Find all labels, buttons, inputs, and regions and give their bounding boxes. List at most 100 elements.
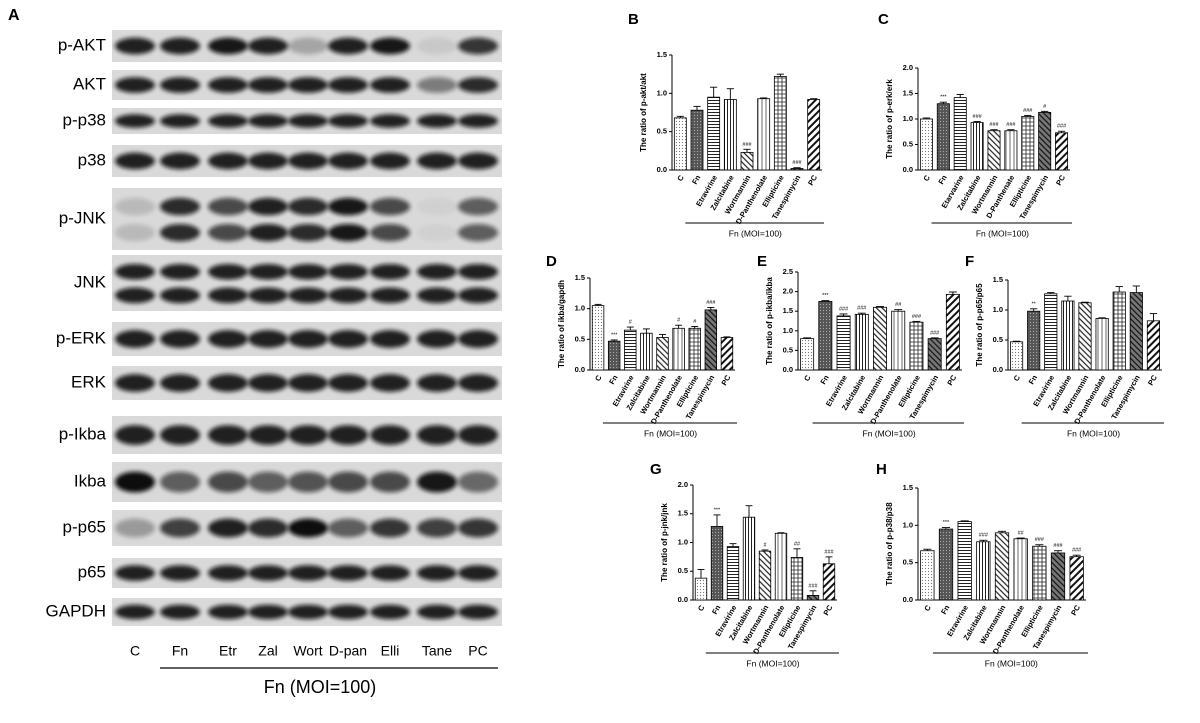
blot-band	[417, 425, 457, 445]
blot-band	[208, 197, 248, 216]
blot-band	[160, 263, 200, 280]
bar	[740, 151, 754, 171]
error-bar	[626, 326, 634, 331]
y-tick-label: 1.0	[903, 520, 913, 529]
blot-band	[248, 330, 288, 348]
error-bar	[810, 98, 818, 100]
significance: ##	[794, 541, 801, 547]
bar	[773, 76, 787, 171]
error-bar	[776, 73, 784, 77]
blot-band	[288, 471, 328, 493]
blot-band	[248, 287, 288, 304]
blot-band	[208, 330, 248, 348]
bar	[807, 99, 821, 171]
significance: #	[693, 319, 697, 325]
blot-band	[160, 77, 200, 93]
lane-label: PC	[468, 643, 487, 659]
blot-band	[417, 518, 457, 538]
y-tick-label: 0.0	[903, 595, 913, 604]
y-tick-label: 1.0	[678, 537, 688, 546]
blot-band	[115, 565, 155, 581]
bar	[774, 532, 788, 601]
x-tick-label: C	[921, 173, 932, 183]
bar	[1069, 556, 1084, 601]
blot-band	[115, 114, 155, 128]
y-axis-label: The ratio of ikba/gapdh	[557, 280, 566, 368]
blot-band	[370, 471, 410, 493]
bar	[688, 327, 701, 371]
bar	[757, 98, 771, 171]
bar	[1032, 545, 1047, 601]
blot-band	[370, 37, 410, 55]
lane-label: Etr	[219, 643, 237, 659]
bar	[919, 118, 933, 171]
error-bar	[1029, 308, 1038, 312]
blot-band	[160, 152, 200, 170]
error-bar	[675, 324, 683, 329]
blot-band	[160, 197, 200, 216]
x-tick-label: PC	[1054, 173, 1067, 187]
blot-band	[328, 114, 368, 128]
blot-row-label: p-JNK	[59, 208, 107, 227]
bar	[1112, 291, 1126, 371]
blot-band	[160, 287, 200, 304]
significance: ###	[912, 314, 922, 320]
blot-band	[248, 565, 288, 581]
blot-band	[328, 223, 368, 242]
blot-band	[208, 604, 248, 620]
blot-band	[417, 114, 457, 128]
x-tick-label: C	[802, 373, 813, 383]
y-tick-label: 0.5	[678, 566, 688, 575]
blot-band	[370, 374, 410, 392]
blot-row-label: p-Ikba	[59, 424, 107, 443]
significance: ###	[1072, 548, 1082, 554]
blot-band	[417, 604, 457, 620]
error-bar	[691, 326, 699, 329]
significance: ###	[824, 549, 834, 555]
blot-band	[208, 37, 248, 55]
blot-band	[288, 518, 328, 538]
error-bar	[990, 129, 998, 131]
blot-band	[288, 114, 328, 128]
error-bar	[1012, 340, 1021, 342]
blot-band	[458, 330, 498, 348]
x-tick-label: Fn	[710, 603, 723, 616]
x-tick-label: Fn	[607, 373, 620, 386]
blot-band	[328, 37, 368, 55]
blot-band	[160, 374, 200, 392]
significance: ###	[1006, 122, 1016, 128]
bar	[758, 550, 772, 601]
error-bar	[676, 115, 684, 118]
x-tick-label: Fn	[939, 603, 952, 616]
bar	[742, 516, 756, 601]
y-tick-label: 0.0	[575, 365, 585, 374]
blot-band	[288, 37, 328, 55]
y-tick-label: 2.0	[783, 287, 793, 296]
blot-row-label: AKT	[73, 74, 106, 93]
bar	[1055, 132, 1069, 171]
bar	[656, 337, 669, 371]
bar	[710, 526, 724, 601]
blot-row-label: p-ERK	[56, 328, 107, 347]
blot-band	[288, 565, 328, 581]
lane-label: Fn	[172, 643, 188, 659]
significance: ###	[839, 306, 849, 312]
bar	[987, 130, 1001, 171]
bar	[976, 541, 991, 601]
blot-band	[417, 330, 457, 348]
bar	[891, 310, 906, 371]
blot-band	[248, 77, 288, 93]
y-tick-label: 0.5	[993, 335, 1003, 344]
blot-row-label: JNK	[74, 272, 107, 291]
x-tick-label: C	[696, 603, 707, 613]
blot-band	[115, 37, 155, 55]
blot-band	[328, 374, 368, 392]
error-bar	[793, 548, 801, 558]
blot-band	[370, 197, 410, 216]
error-bar	[809, 590, 817, 596]
blot-band	[248, 197, 288, 216]
blot-band	[288, 223, 328, 242]
blot-band	[115, 77, 155, 93]
blot-band	[370, 114, 410, 128]
y-tick-label: 0.0	[783, 365, 793, 374]
